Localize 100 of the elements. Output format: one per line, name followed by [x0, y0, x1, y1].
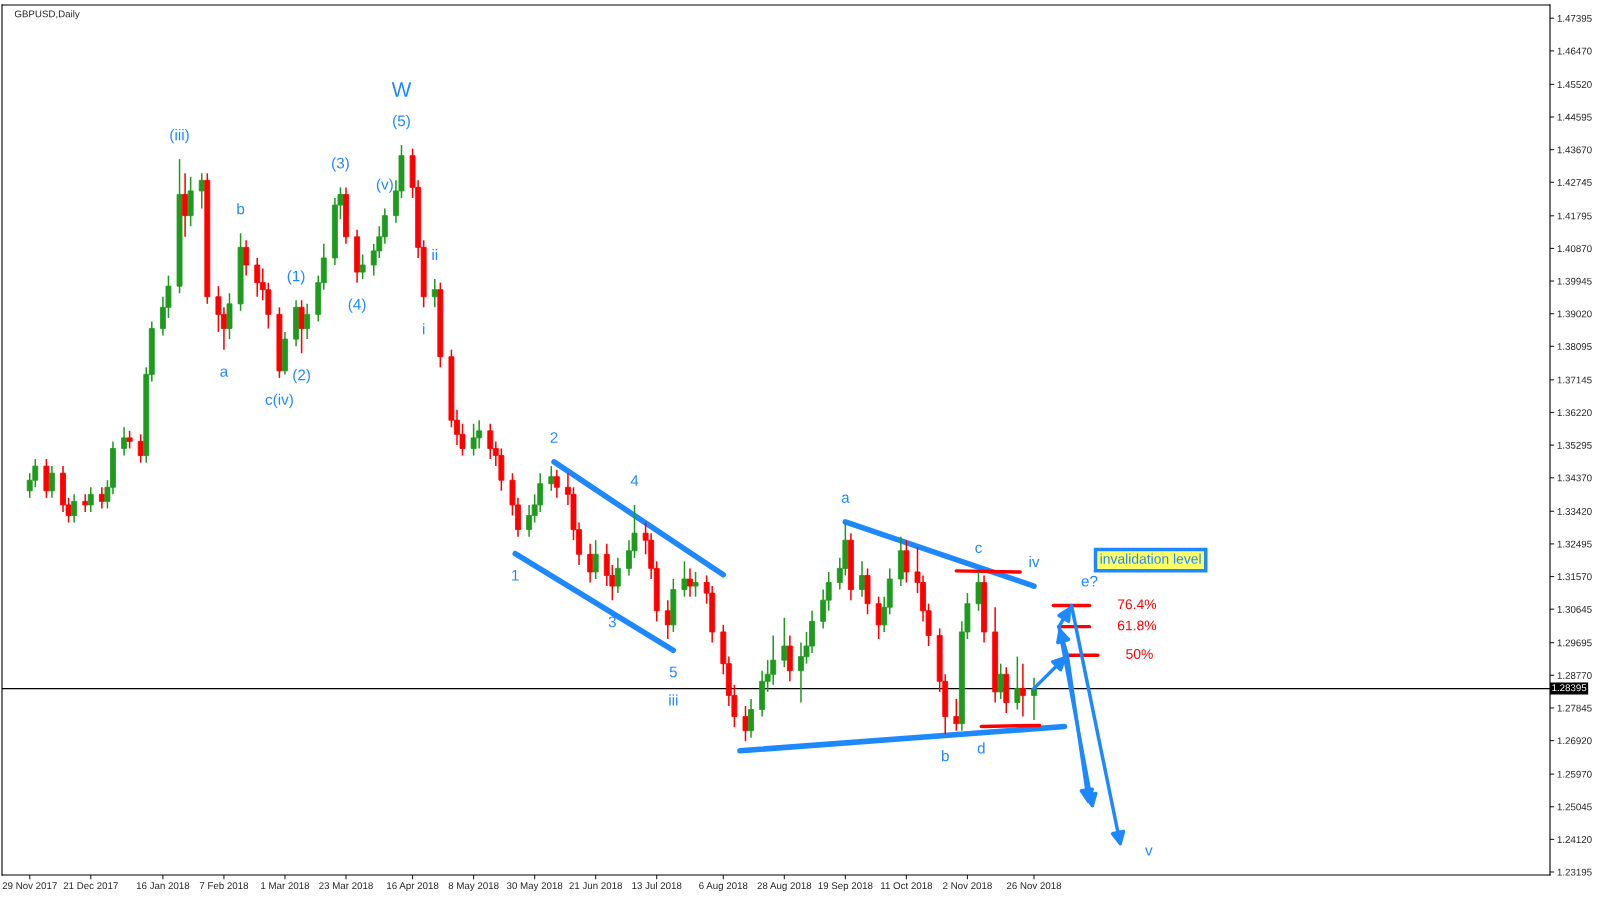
annotation: d [977, 742, 985, 754]
y-tick-label: 1.41795 [1557, 212, 1592, 220]
candlestick [1014, 655, 1021, 711]
y-tick-label: 1.27845 [1557, 704, 1592, 712]
annotation: (1) [287, 270, 305, 285]
x-tick-label: 7 Feb 2018 [199, 881, 249, 890]
x-tick-label: 11 Oct 2018 [881, 882, 933, 890]
candlestick [748, 698, 754, 739]
x-tick-label: 23 Mar 2018 [319, 882, 373, 890]
text: GBPUSD,Daily [14, 10, 80, 20]
annotation: 4 [630, 475, 639, 486]
text: 50% [1126, 649, 1153, 659]
x-tick-label: 29 Nov 2017 [2, 882, 57, 890]
annotation: 5 [669, 666, 677, 678]
candlestick [781, 617, 788, 668]
candlestick [592, 539, 599, 580]
x-tick-label: 6 Aug 2018 [699, 882, 748, 892]
x-tick-label: 1 Mar 2018 [261, 882, 310, 890]
candlestick [681, 560, 688, 598]
y-tick-label: 1.25045 [1557, 803, 1592, 811]
annotation: iv [1029, 555, 1040, 568]
y-tick-label: 1.44595 [1557, 113, 1592, 121]
annotation: W [391, 82, 412, 97]
candlestick [687, 567, 693, 598]
candlestick [975, 571, 982, 612]
annotation: e? [1081, 575, 1098, 587]
y-tick-label: 1.24120 [1557, 836, 1592, 843]
y-tick-label: 1.29695 [1557, 639, 1592, 647]
annotation: iii [669, 694, 678, 706]
candlestick [243, 239, 250, 277]
candlestick [903, 539, 910, 584]
y-tick-label: 1.37145 [1557, 376, 1592, 384]
y-tick-label: 1.34370 [1557, 474, 1592, 482]
text: 61.8% [1117, 620, 1157, 631]
y-tick-label: 1.39020 [1557, 310, 1592, 318]
candlestick [1019, 662, 1026, 718]
annotation: (3) [332, 157, 349, 172]
candlestick [298, 299, 305, 354]
annotation: (iii) [170, 129, 189, 144]
annotation: (2) [293, 369, 310, 384]
y-tick-label: 1.28770 [1557, 672, 1592, 679]
annotation: 1 [512, 570, 519, 581]
y-tick-label: 1.47395 [1557, 14, 1592, 22]
x-tick-label: 16 Jan 2018 [136, 882, 190, 890]
x-tick-label: 28 Aug 2018 [757, 882, 812, 892]
y-tick-label: 1.25970 [1557, 770, 1592, 778]
annotation: a [841, 494, 850, 503]
candlestick [742, 705, 749, 743]
y-tick-label: 1.33420 [1557, 508, 1592, 515]
annotation: i [423, 323, 425, 335]
candlestick [875, 595, 882, 640]
candlestick [953, 698, 960, 732]
y-tick-label: 1.35295 [1557, 441, 1592, 449]
annotation: b [237, 203, 245, 215]
candlestick [359, 253, 366, 280]
candlestick [82, 493, 89, 513]
annotation: 3 [608, 616, 616, 628]
candlestick [692, 571, 699, 598]
candlestick [121, 426, 127, 457]
y-tick-label: 1.36220 [1557, 409, 1592, 417]
annotation: a [220, 368, 229, 377]
annotation: 2 [550, 432, 558, 443]
x-tick-label: 13 Jul 2018 [632, 881, 682, 890]
y-tick-label: 1.46470 [1557, 47, 1592, 55]
x-tick-label: 8 May 2018 [448, 882, 499, 892]
x-tick-label: 21 Dec 2017 [63, 882, 118, 890]
annotation: v [1145, 847, 1153, 856]
y-tick-label: 1.42745 [1557, 179, 1592, 186]
annotation: ii [432, 249, 438, 261]
y-tick-label: 1.39945 [1557, 277, 1592, 285]
candlestick [1031, 677, 1037, 721]
annotation: (4) [348, 298, 366, 313]
annotation: c(iv) [265, 393, 293, 409]
candlestick [587, 542, 594, 584]
y-tick-label: 1.23195 [1557, 868, 1592, 876]
y-tick-label: 1.30645 [1557, 605, 1592, 613]
y-tick-label: 1.31570 [1557, 573, 1592, 581]
y-tick-label: 1.32495 [1557, 540, 1592, 548]
candlestick [198, 172, 205, 210]
annotation: c [975, 544, 982, 554]
y-tick-label: 1.43670 [1557, 146, 1592, 154]
x-tick-label: 21 Jun 2018 [569, 882, 623, 890]
candlestick [548, 465, 555, 492]
candlestick [49, 465, 55, 499]
text: 76.4% [1117, 599, 1157, 610]
annotation: (5) [393, 114, 410, 130]
annotation: (v) [376, 178, 393, 193]
y-tick-label: 1.45520 [1557, 81, 1592, 88]
candlestick [614, 557, 621, 594]
y-tick-label: 1.38095 [1557, 343, 1592, 350]
candlestick [553, 468, 560, 499]
x-tick-label: 16 Apr 2018 [387, 882, 439, 892]
y-tick-label: 1.40870 [1557, 245, 1592, 253]
x-tick-label: 19 Sep 2018 [818, 882, 873, 892]
x-tick-label: 26 Nov 2018 [1006, 882, 1062, 890]
x-tick-label: 30 May 2018 [506, 882, 563, 892]
annotation: b [941, 750, 949, 762]
ref-line-label: 1.28395 [1552, 684, 1587, 692]
candlestick [304, 303, 311, 340]
candlestick [664, 599, 671, 640]
